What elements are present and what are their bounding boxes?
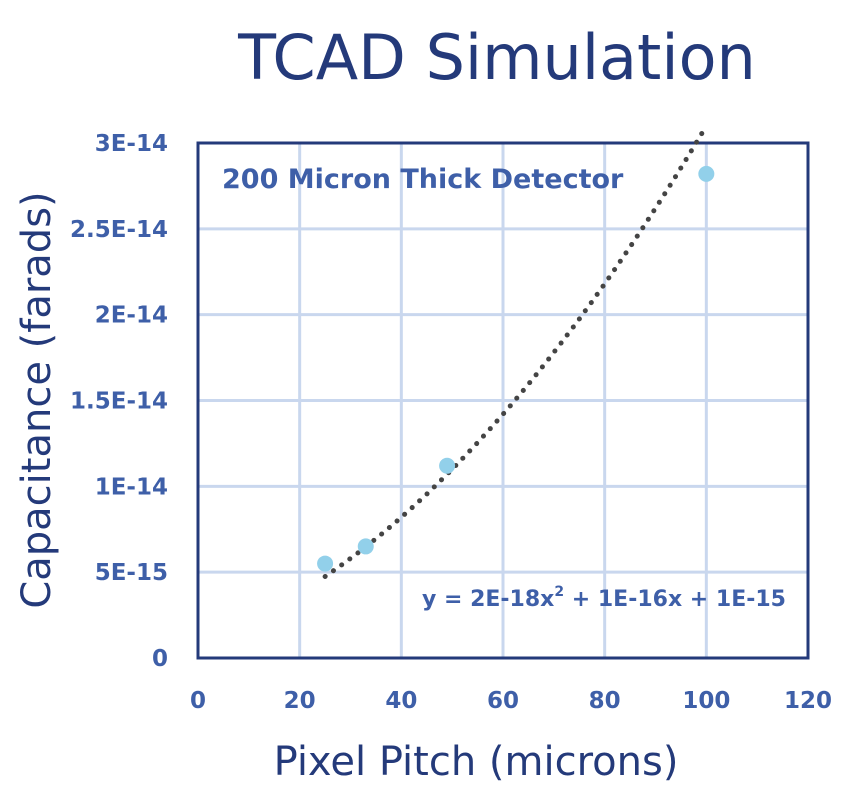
- y-tick-label: 5E-15: [95, 560, 168, 586]
- x-tick-label: 100: [682, 688, 730, 714]
- polynomial-trendline: [322, 123, 709, 579]
- y-tick-label: 2.5E-14: [70, 217, 168, 243]
- data-point: [439, 457, 456, 474]
- data-points: [317, 165, 715, 572]
- chart-title: TCAD Simulation: [237, 21, 756, 94]
- y-tick-label: 0: [152, 646, 168, 672]
- equation-rest: + 1E-16x + 1E-15: [564, 587, 786, 612]
- data-point: [698, 165, 715, 182]
- y-axis-title: Capacitance (farads): [14, 191, 60, 608]
- equation-base: y = 2E-18x: [422, 587, 554, 612]
- x-tick-label: 40: [385, 688, 417, 714]
- x-tick-label: 20: [284, 688, 316, 714]
- trendline-group: [322, 123, 709, 579]
- data-point: [357, 538, 374, 555]
- x-tick-label: 60: [487, 688, 519, 714]
- plot-frame: [196, 141, 810, 660]
- y-tick-label: 3E-14: [95, 131, 168, 157]
- y-tick-label: 2E-14: [95, 303, 168, 329]
- x-tick-label: 120: [784, 688, 832, 714]
- x-tick-label: 0: [190, 688, 206, 714]
- x-tick-label: 80: [589, 688, 621, 714]
- y-tick-label: 1E-14: [95, 474, 168, 500]
- data-point: [317, 555, 334, 572]
- x-axis-title: Pixel Pitch (microns): [274, 739, 679, 785]
- trendline-equation: y = 2E-18x2 + 1E-16x + 1E-15: [422, 584, 786, 612]
- chart-annotation: 200 Micron Thick Detector: [222, 164, 624, 195]
- y-tick-label: 1.5E-14: [70, 389, 168, 415]
- y-tick-labels: 0 5E-15 1E-14 1.5E-14 2E-14 2.5E-14 3E-14: [70, 131, 168, 672]
- gridlines: [198, 143, 808, 658]
- equation-superscript: 2: [554, 584, 564, 600]
- x-tick-labels: 0 20 40 60 80 100 120: [190, 688, 832, 714]
